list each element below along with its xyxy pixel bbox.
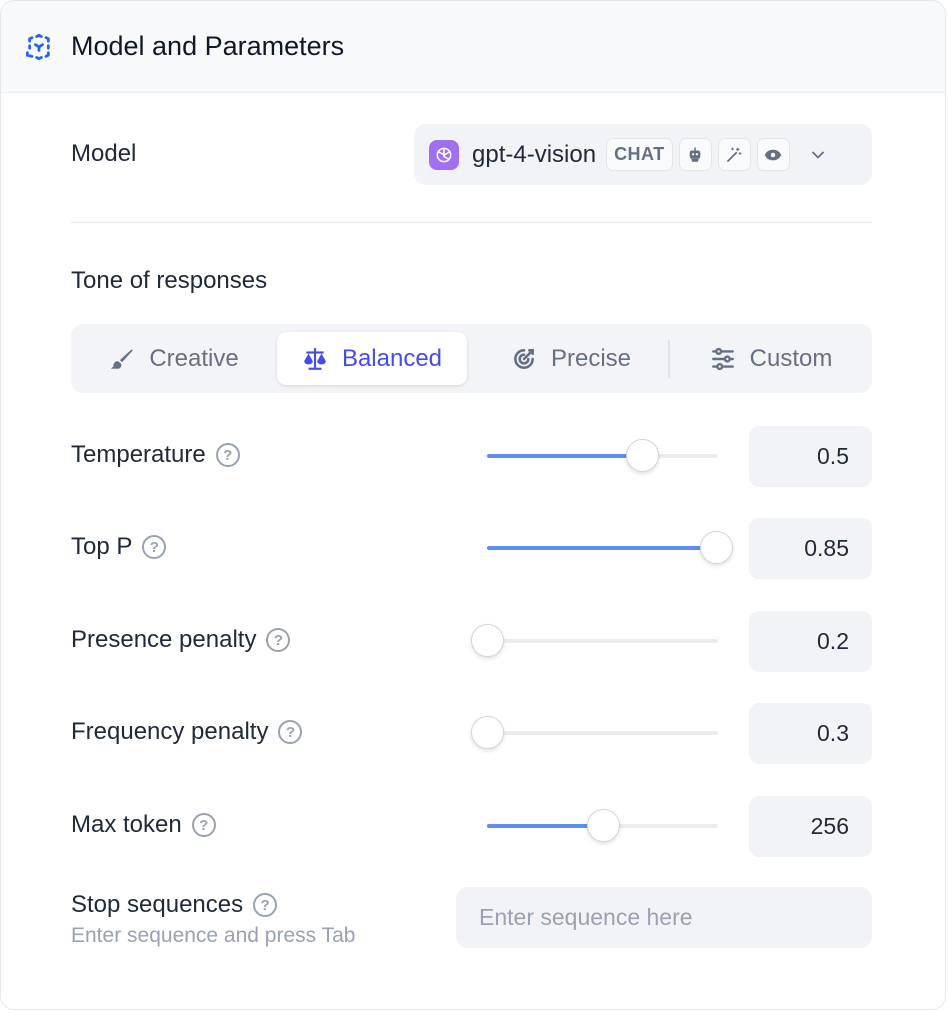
presence-penalty-row: Presence penalty? [71, 626, 291, 654]
chat-badge: CHAT [606, 138, 673, 171]
presence-penalty-slider[interactable] [471, 624, 718, 657]
presence-penalty-value-input[interactable]: 0.2 [749, 611, 872, 672]
slider-fill [487, 824, 603, 828]
frequency-penalty-label: Frequency penalty [71, 718, 269, 745]
temperature-row: Temperature? [71, 441, 240, 469]
chevron-down-icon[interactable] [808, 145, 828, 165]
brush-icon [111, 348, 134, 369]
tone-title: Tone of responses [71, 267, 268, 294]
divider [71, 222, 872, 223]
cube-dashed-icon [25, 33, 50, 60]
stop-sequences-label: Stop sequences [71, 891, 244, 918]
scale-icon [304, 347, 326, 370]
target-icon [514, 348, 534, 369]
max-token-row: Max token? [71, 811, 216, 839]
tab-label: Creative [149, 344, 239, 372]
temperature-slider[interactable] [487, 439, 718, 472]
top-p-value-input[interactable]: 0.85 [749, 518, 872, 579]
frequency-penalty-value-input[interactable]: 0.3 [749, 703, 872, 764]
help-icon[interactable]: ? [191, 813, 216, 837]
tab-precise[interactable]: Precise [481, 332, 661, 385]
tab-custom[interactable]: Custom [681, 332, 861, 385]
tab-label: Custom [749, 344, 833, 372]
magic-wand-icon [717, 138, 751, 171]
panel-title: Model and Parameters [71, 31, 345, 61]
frequency-penalty-slider[interactable] [471, 716, 718, 749]
model-row: Model [71, 140, 136, 168]
panel-header: Model and Parameters [1, 1, 945, 93]
slider-fill [487, 546, 716, 550]
tab-creative[interactable]: Creative [89, 332, 259, 385]
max-token-slider[interactable] [487, 809, 718, 842]
tab-label: Precise [550, 344, 632, 372]
presence-penalty-label: Presence penalty [71, 626, 257, 653]
max-token-value-input[interactable]: 256 [749, 796, 872, 857]
max-token-label: Max token [71, 811, 182, 838]
openai-logo-icon [429, 139, 459, 170]
slider-thumb[interactable] [586, 809, 620, 842]
eye-icon [756, 138, 790, 171]
help-icon[interactable]: ? [278, 720, 303, 744]
temperature-label: Temperature [71, 441, 206, 468]
frequency-penalty-row: Frequency penalty? [71, 718, 303, 746]
model-name: gpt-4-vision [472, 140, 597, 168]
help-icon[interactable]: ? [253, 893, 278, 917]
tab-balanced[interactable]: Balanced [277, 332, 467, 385]
tone-tabs: Creative Balanced Precise Custom [71, 324, 872, 393]
slider-thumb[interactable] [471, 624, 504, 657]
top-p-slider[interactable] [487, 531, 733, 564]
stop-sequences-hint: Enter sequence and press Tab [71, 924, 356, 947]
sliders-icon [711, 347, 734, 370]
slider-fill [487, 454, 642, 458]
help-icon[interactable]: ? [215, 443, 240, 467]
tab-label: Balanced [341, 344, 443, 372]
tab-separator [668, 340, 670, 378]
temperature-value-input[interactable]: 0.5 [749, 426, 872, 487]
help-icon[interactable]: ? [266, 628, 291, 652]
robot-icon [678, 138, 712, 171]
model-select[interactable]: gpt-4-vision CHAT [414, 124, 872, 185]
slider-thumb[interactable] [625, 439, 659, 472]
top-p-row: Top P? [71, 533, 167, 561]
slider-thumb[interactable] [699, 531, 733, 564]
model-label: Model [71, 140, 137, 167]
top-p-label: Top P [71, 533, 133, 560]
slider-thumb[interactable] [471, 716, 504, 749]
stop-sequence-input[interactable] [456, 887, 872, 948]
stop-sequences-row: Stop sequences? [71, 891, 278, 919]
help-icon[interactable]: ? [142, 535, 167, 559]
